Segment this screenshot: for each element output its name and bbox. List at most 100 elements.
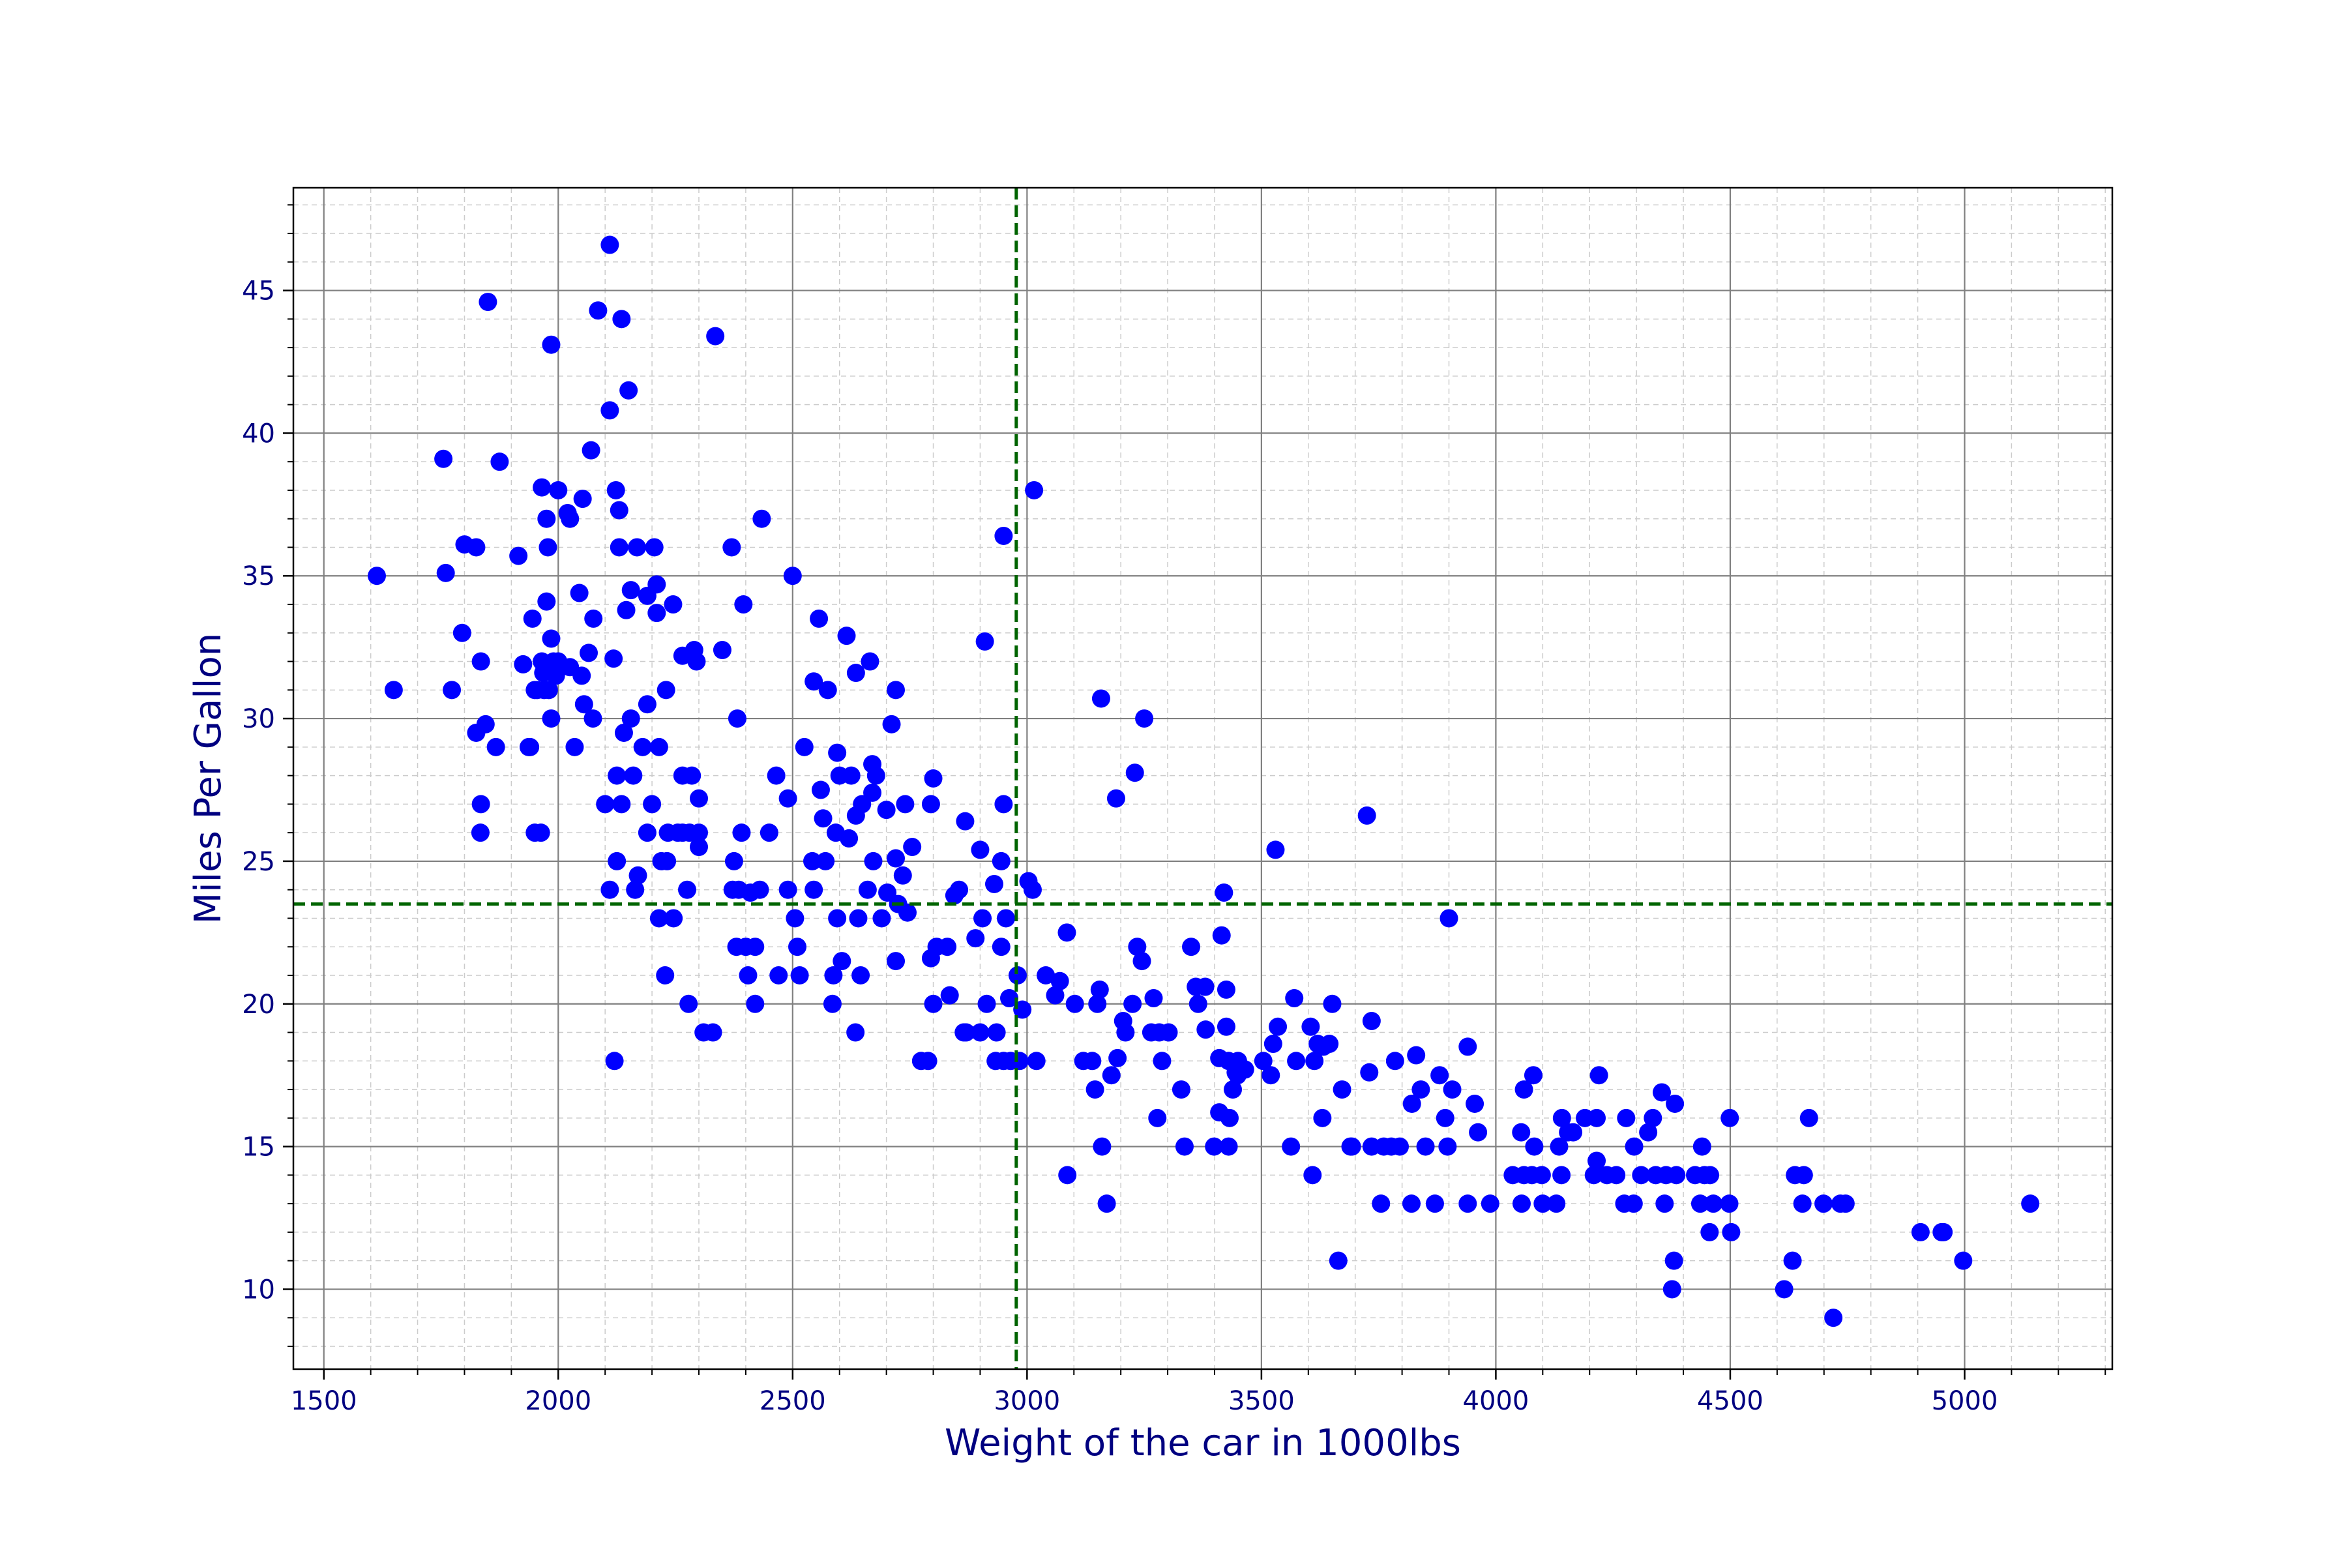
data-point — [1357, 806, 1376, 825]
data-point — [1481, 1194, 1499, 1213]
data-point — [1000, 989, 1019, 1008]
data-point — [596, 795, 615, 814]
data-point — [617, 600, 636, 619]
data-point — [1814, 1194, 1833, 1213]
data-point — [1153, 1052, 1172, 1071]
data-point — [833, 952, 851, 971]
data-point — [1085, 1080, 1104, 1099]
data-point — [2021, 1194, 2040, 1213]
axis-ticks — [283, 204, 2106, 1380]
data-point — [605, 1052, 624, 1071]
data-point — [533, 478, 552, 497]
data-point — [600, 235, 619, 254]
data-point — [657, 681, 675, 700]
data-point — [893, 866, 912, 885]
data-point — [1836, 1194, 1855, 1213]
data-point — [531, 823, 550, 842]
data-point — [1664, 1251, 1683, 1270]
data-point — [600, 401, 619, 420]
data-point — [539, 538, 557, 557]
data-point — [1644, 1108, 1662, 1127]
data-point — [1655, 1194, 1674, 1213]
data-point — [626, 880, 645, 899]
data-point — [514, 655, 533, 673]
data-point — [1439, 909, 1458, 928]
data-point — [678, 880, 697, 899]
data-point — [1188, 994, 1207, 1013]
data-point — [1799, 1108, 1818, 1127]
data-point — [828, 743, 847, 762]
data-point — [1050, 971, 1069, 990]
data-point — [1329, 1251, 1348, 1270]
data-point — [476, 715, 495, 733]
data-point — [1057, 923, 1076, 942]
data-point — [924, 994, 943, 1013]
x-tick-label: 4500 — [1697, 1386, 1764, 1416]
data-point — [863, 783, 882, 802]
data-point — [1323, 994, 1342, 1013]
data-point — [823, 994, 842, 1013]
data-point — [1269, 1017, 1288, 1036]
data-point — [722, 538, 741, 557]
data-point — [1144, 989, 1163, 1008]
data-point — [1128, 938, 1147, 956]
data-point — [384, 681, 403, 700]
data-point — [992, 851, 1011, 870]
data-point — [1090, 980, 1109, 999]
data-point — [1700, 1222, 1719, 1241]
data-point — [1313, 1108, 1332, 1127]
data-point — [471, 823, 490, 842]
data-point — [804, 672, 823, 691]
plot-background — [293, 188, 2112, 1369]
data-point — [1091, 689, 1110, 708]
data-point — [992, 938, 1011, 956]
data-points — [367, 235, 2040, 1327]
data-point — [1037, 966, 1055, 984]
data-point — [679, 994, 698, 1013]
data-point — [434, 449, 453, 468]
data-point — [1469, 1123, 1488, 1142]
data-point — [610, 538, 628, 557]
x-tick-label: 3500 — [1228, 1386, 1295, 1416]
data-point — [638, 823, 657, 842]
data-point — [582, 441, 600, 460]
y-tick-label: 10 — [242, 1275, 275, 1305]
data-point — [1402, 1194, 1421, 1213]
data-point — [996, 909, 1015, 928]
data-point — [1443, 1080, 1462, 1099]
data-point — [795, 737, 814, 756]
data-point — [628, 866, 647, 885]
data-point — [1360, 1063, 1379, 1082]
data-point — [975, 632, 994, 651]
data-point — [1436, 1108, 1454, 1127]
data-point — [1182, 938, 1201, 956]
data-point — [1552, 1108, 1571, 1127]
data-point — [1217, 980, 1235, 999]
data-point — [864, 851, 883, 870]
data-point — [1632, 1166, 1651, 1185]
data-point — [1533, 1194, 1552, 1213]
y-tick-label: 15 — [242, 1132, 275, 1162]
data-point — [987, 1023, 1006, 1042]
data-point — [443, 681, 462, 700]
data-point — [778, 789, 797, 808]
data-point — [811, 780, 830, 799]
data-point — [940, 986, 959, 1005]
data-point — [790, 966, 809, 984]
x-tick-label: 2500 — [760, 1386, 826, 1416]
data-point — [919, 1052, 937, 1071]
data-point — [977, 994, 996, 1013]
data-point — [1589, 1066, 1608, 1085]
data-point — [1552, 1166, 1571, 1185]
data-point — [971, 1023, 990, 1042]
data-point — [973, 909, 992, 928]
data-point — [1512, 1194, 1531, 1213]
x-axis-label: Weight of the car in 1000lbs — [945, 1422, 1461, 1464]
data-point — [1954, 1251, 1973, 1270]
data-point — [1305, 1052, 1324, 1071]
data-point — [542, 709, 561, 728]
data-point — [1550, 1137, 1569, 1156]
data-point — [1587, 1108, 1606, 1127]
data-point — [1532, 1166, 1551, 1185]
data-point — [971, 840, 990, 859]
